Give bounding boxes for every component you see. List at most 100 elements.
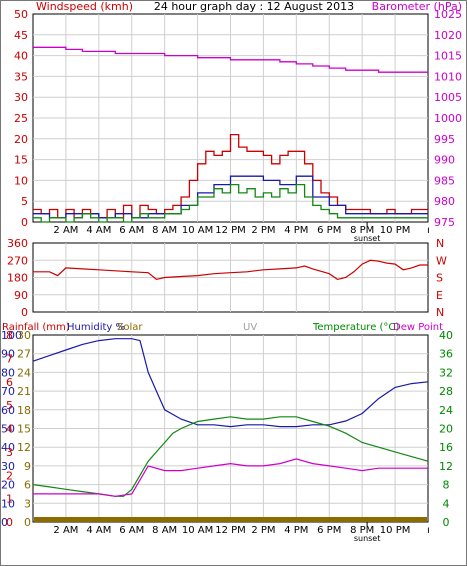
humidity-tick-label: 30 bbox=[1, 460, 15, 473]
rainfall-tick-label: 6 bbox=[6, 376, 13, 389]
barometer-tick-label: 1005 bbox=[434, 91, 462, 104]
temperature-tick-label: 8 bbox=[443, 479, 450, 492]
solar-tick-label: 15 bbox=[17, 423, 31, 436]
barometer-tick-label: 1000 bbox=[434, 112, 462, 125]
wind-end-tick: ı bbox=[427, 225, 430, 236]
barometer-tick-label: 985 bbox=[434, 174, 455, 187]
climate-time-label: 10 AM bbox=[182, 525, 213, 536]
rainfall-tick-label: 7 bbox=[6, 352, 13, 365]
windspeed-tick-label: 30 bbox=[14, 91, 28, 104]
solar-tick-label: 27 bbox=[17, 348, 31, 361]
windspeed-tick-label: 15 bbox=[14, 154, 28, 167]
windspeed-tick-label: 10 bbox=[14, 174, 28, 187]
solar-baseline-band bbox=[34, 517, 427, 522]
climate-time-label: 6 PM bbox=[317, 525, 341, 536]
barometer-tick-label: 1010 bbox=[434, 70, 462, 83]
series-windspeed-average bbox=[33, 175, 428, 219]
rainfall-axis-label: Rainfall (mm) bbox=[2, 322, 70, 333]
series-dew-point bbox=[33, 458, 428, 497]
wind-time-label: 2 PM bbox=[251, 225, 275, 236]
rainfall-tick-label: 4 bbox=[6, 423, 13, 436]
solar-tick-label: 0 bbox=[24, 516, 31, 529]
windspeed-tick-label: 25 bbox=[14, 112, 28, 125]
barometer-tick-label: 990 bbox=[434, 154, 455, 167]
barometer-tick-label: 975 bbox=[434, 216, 455, 229]
humidity-tick-label: 90 bbox=[1, 348, 15, 361]
wind-time-label: 4 AM bbox=[86, 225, 111, 236]
uv-axis-label: UV bbox=[243, 322, 257, 333]
wind-time-label: 6 AM bbox=[119, 225, 144, 236]
climate-time-label: 4 PM bbox=[284, 525, 308, 536]
series-wind-direction bbox=[33, 259, 428, 281]
temperature-tick-label: 4 bbox=[443, 497, 450, 510]
temperature-tick-label: 0 bbox=[443, 516, 450, 529]
direction-tick-label: 360 bbox=[7, 237, 28, 250]
series-windspeed bbox=[33, 183, 428, 223]
wind-time-label: 4 PM bbox=[284, 225, 308, 236]
barometer-tick-label: 980 bbox=[434, 195, 455, 208]
climate-time-label: 2 PM bbox=[251, 525, 275, 536]
wind-time-label: 12 PM bbox=[215, 225, 246, 236]
direction-tick-label: 270 bbox=[7, 254, 28, 267]
humidity-tick-label: 60 bbox=[1, 404, 15, 417]
climate-sunset-label: sunset bbox=[354, 534, 381, 543]
solar-tick-label: 30 bbox=[17, 329, 31, 342]
solar-tick-label: 6 bbox=[24, 479, 31, 492]
compass-label: N bbox=[436, 306, 444, 319]
humidity-tick-label: 20 bbox=[1, 479, 15, 492]
barometer-tick-label: 1020 bbox=[434, 29, 462, 42]
rainfall-tick-label: 0 bbox=[6, 516, 13, 529]
wind-sunset-label: sunset bbox=[354, 234, 381, 243]
humidity-tick-label: 80 bbox=[1, 366, 15, 379]
solar-tick-label: 3 bbox=[24, 497, 31, 510]
temperature-tick-label: 24 bbox=[439, 404, 453, 417]
direction-tick-label: 90 bbox=[14, 289, 28, 302]
climate-time-label: 4 AM bbox=[86, 525, 111, 536]
compass-label: S bbox=[436, 272, 443, 285]
direction-tick-label: 180 bbox=[7, 272, 28, 285]
humidity-tick-label: 10 bbox=[1, 497, 15, 510]
solar-tick-label: 21 bbox=[17, 385, 31, 398]
temperature-tick-label: 40 bbox=[439, 329, 453, 342]
climate-end-tick: ı bbox=[427, 525, 430, 536]
humidity-axis-label: Humidity % bbox=[67, 322, 125, 333]
rainfall-tick-label: 1 bbox=[6, 493, 13, 506]
windspeed-tick-label: 50 bbox=[14, 8, 28, 21]
barometer-tick-label: 1015 bbox=[434, 50, 462, 63]
climate-time-label: 8 AM bbox=[152, 525, 177, 536]
climate-time-label: 12 PM bbox=[215, 525, 246, 536]
rainfall-tick-label: 5 bbox=[6, 399, 13, 412]
series-barometer bbox=[33, 46, 428, 73]
temperature-tick-label: 32 bbox=[439, 366, 453, 379]
wind-time-label: 6 PM bbox=[317, 225, 341, 236]
solar-tick-label: 12 bbox=[17, 441, 31, 454]
rainfall-tick-label: 8 bbox=[6, 329, 13, 342]
temperature-axis-label: Temperature (°C) bbox=[312, 322, 399, 333]
compass-label: N bbox=[436, 237, 444, 250]
rainfall-tick-label: 3 bbox=[6, 446, 13, 459]
barometer-axis-label: Barometer (hPa) bbox=[372, 0, 462, 13]
barometer-tick-label: 1025 bbox=[434, 8, 462, 21]
solar-axis-label: Solar bbox=[117, 322, 143, 333]
humidity-tick-label: 70 bbox=[1, 385, 15, 398]
temperature-tick-label: 20 bbox=[439, 423, 453, 436]
temperature-tick-label: 12 bbox=[439, 460, 453, 473]
humidity-tick-label: 0 bbox=[1, 516, 8, 529]
dewpoint-axis-label: Dew Point bbox=[393, 322, 443, 333]
windspeed-tick-label: 0 bbox=[21, 216, 28, 229]
climate-time-label: 2 AM bbox=[53, 525, 78, 536]
windspeed-tick-label: 35 bbox=[14, 70, 28, 83]
temperature-tick-label: 16 bbox=[439, 441, 453, 454]
compass-label: W bbox=[436, 254, 447, 267]
wind-time-label: 10 PM bbox=[380, 225, 411, 236]
series-humidity- bbox=[32, 338, 429, 428]
wind-time-label: 8 AM bbox=[152, 225, 177, 236]
windspeed-tick-label: 20 bbox=[14, 133, 28, 146]
climate-time-label: 6 AM bbox=[119, 525, 144, 536]
direction-tick-label: 0 bbox=[21, 306, 28, 319]
rainfall-tick-label: 2 bbox=[6, 469, 13, 482]
climate-time-label: 10 PM bbox=[380, 525, 411, 536]
wind-time-label: 8 PM bbox=[350, 225, 374, 236]
